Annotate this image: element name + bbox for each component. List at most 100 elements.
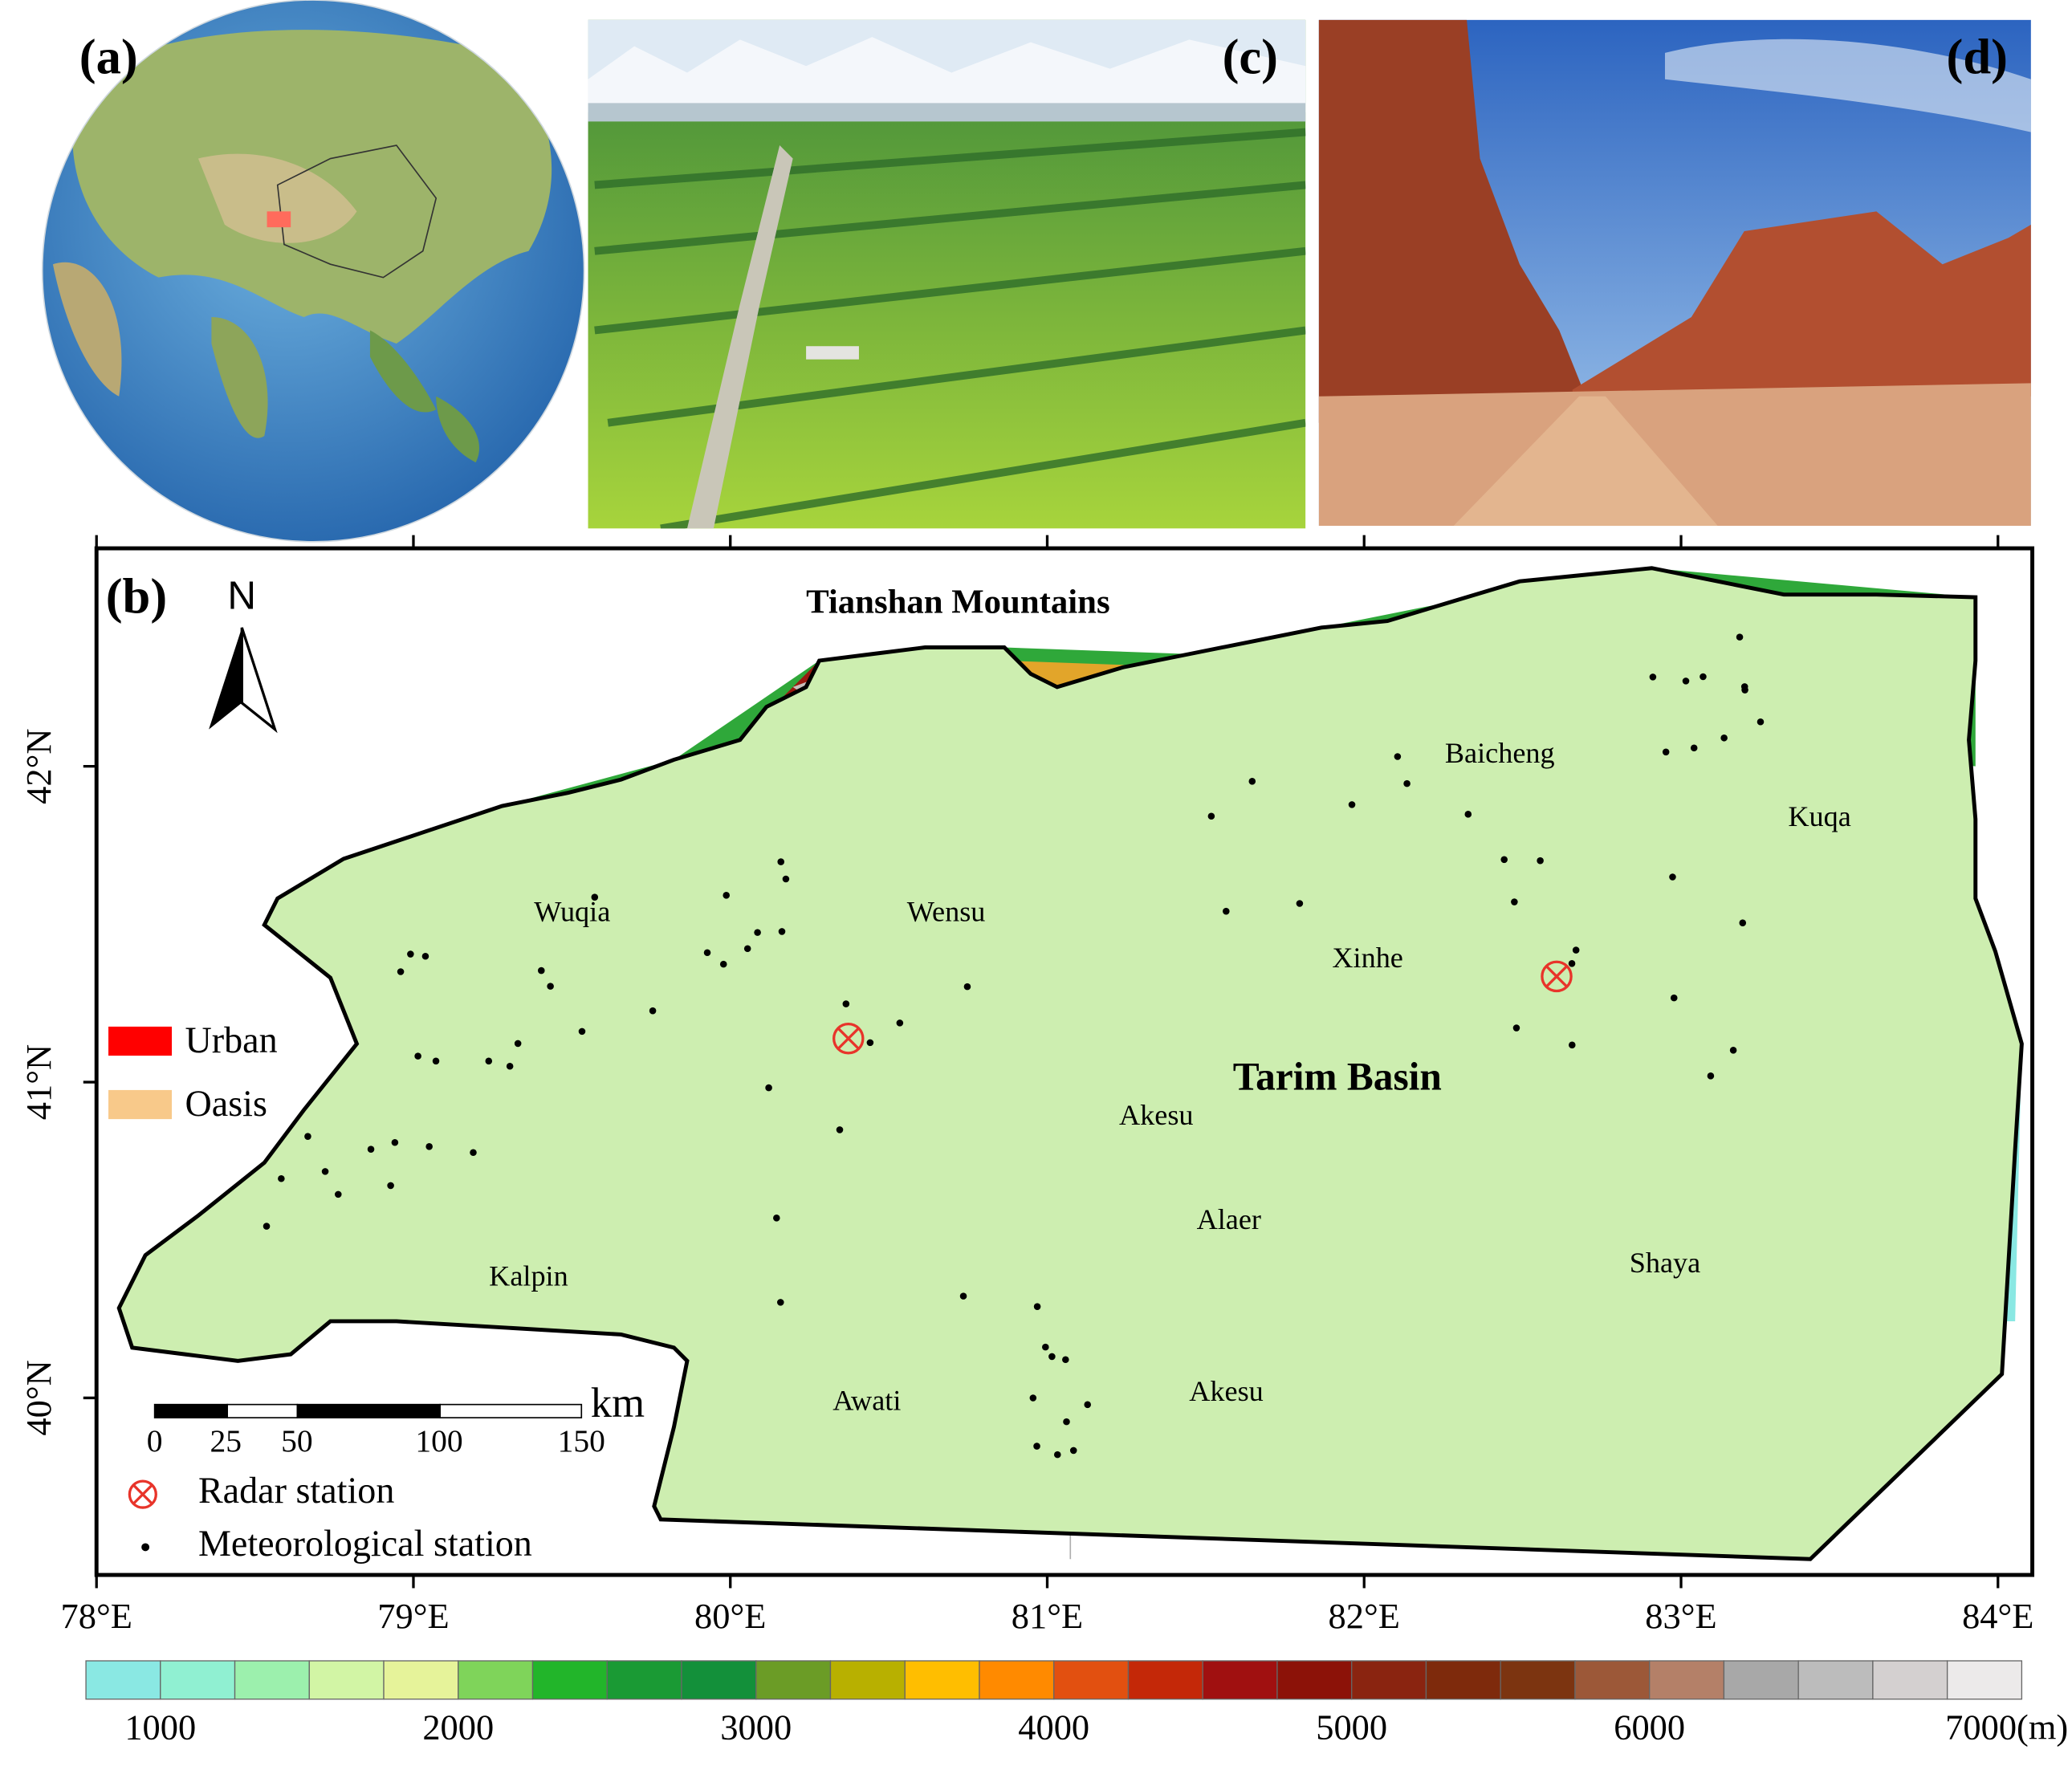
panel-label: (d) bbox=[1947, 29, 2008, 85]
mountains-label: Tianshan Mountains bbox=[806, 584, 1109, 621]
station-dot bbox=[1682, 678, 1690, 685]
colorbar-tick-label: 6000 bbox=[1614, 1707, 1685, 1747]
station-dot bbox=[391, 1138, 399, 1146]
station-dot bbox=[777, 1299, 784, 1306]
station-dot bbox=[1568, 960, 1576, 967]
station-dot bbox=[1248, 778, 1256, 785]
station-dot bbox=[506, 1062, 514, 1070]
station-dot bbox=[1700, 673, 1707, 681]
colorbar-cell bbox=[1425, 1660, 1501, 1700]
station-dot bbox=[963, 983, 971, 991]
station-dot bbox=[414, 1052, 421, 1060]
station-dot bbox=[1048, 1353, 1056, 1361]
station-dot bbox=[1720, 734, 1728, 742]
station-dot bbox=[1739, 919, 1747, 926]
station-dot bbox=[703, 949, 711, 957]
station-dot bbox=[1729, 1047, 1737, 1054]
colorbar-cell bbox=[1276, 1660, 1353, 1700]
place-label: Shaya bbox=[1630, 1247, 1700, 1279]
colorbar-cell bbox=[1202, 1660, 1278, 1700]
station-dot bbox=[470, 1149, 477, 1157]
y-tick-label: 40°N bbox=[18, 1360, 59, 1435]
globe bbox=[42, 0, 585, 543]
colorbar-tick-label: 7000(m) bbox=[1945, 1707, 2068, 1747]
station-dot bbox=[1662, 748, 1670, 756]
x-tick-label: 78°E bbox=[61, 1596, 132, 1636]
legend-swatch-urban bbox=[108, 1026, 173, 1056]
station-dot bbox=[1053, 1451, 1061, 1459]
station-dot bbox=[547, 983, 554, 990]
station-dot bbox=[1029, 1394, 1037, 1402]
station-dot bbox=[425, 1143, 433, 1150]
station-dot bbox=[1403, 779, 1411, 787]
legend-label: Urban bbox=[185, 1019, 277, 1060]
station-dot bbox=[1670, 994, 1678, 1002]
station-dot bbox=[407, 950, 414, 958]
station-dot bbox=[1649, 673, 1657, 681]
legend-swatch-oasis bbox=[108, 1089, 173, 1120]
station-dot bbox=[367, 1145, 375, 1153]
station-dot bbox=[1394, 753, 1402, 760]
colorbar-cell bbox=[979, 1660, 1055, 1700]
colorbar-cell bbox=[1797, 1660, 1874, 1700]
colorbar-cell bbox=[85, 1660, 161, 1700]
place-label: Baicheng bbox=[1445, 737, 1555, 769]
place-label: Akesu bbox=[1189, 1375, 1264, 1407]
station-dot bbox=[387, 1182, 394, 1190]
colorbar-cell bbox=[160, 1660, 236, 1700]
station-dot bbox=[1296, 900, 1304, 907]
x-tick-label: 82°E bbox=[1329, 1596, 1400, 1636]
station-dot bbox=[278, 1174, 285, 1182]
met-symbol bbox=[141, 1543, 150, 1552]
station-dot bbox=[1223, 907, 1230, 915]
panel-label: (a) bbox=[79, 29, 138, 85]
scale-tick-label: 50 bbox=[281, 1423, 313, 1459]
station-dot bbox=[263, 1223, 271, 1230]
station-dot bbox=[743, 945, 751, 953]
colorbar-cell bbox=[234, 1660, 310, 1700]
place-label: Alaer bbox=[1197, 1203, 1261, 1235]
colorbar-cell bbox=[904, 1660, 980, 1700]
colorbar-cell bbox=[606, 1660, 682, 1700]
scale-tick-label: 25 bbox=[210, 1423, 242, 1459]
colorbar-cell bbox=[1649, 1660, 1725, 1700]
station-dot bbox=[1569, 1041, 1576, 1049]
photo-oasis bbox=[588, 19, 1306, 529]
station-dot bbox=[719, 960, 727, 968]
y-tick-label: 41°N bbox=[18, 1044, 59, 1120]
colorbar-tick-label: 1000 bbox=[124, 1707, 196, 1747]
station-dot bbox=[538, 966, 545, 975]
colorbar-cell bbox=[1574, 1660, 1651, 1700]
place-label: Wensu bbox=[907, 895, 986, 927]
colorbar-cell bbox=[1946, 1660, 2023, 1700]
north-label: N bbox=[227, 574, 256, 618]
station-dot bbox=[1033, 1303, 1041, 1310]
station-dot bbox=[1042, 1343, 1049, 1351]
colorbar-tick-label: 4000 bbox=[1018, 1707, 1089, 1747]
station-dot bbox=[959, 1292, 967, 1300]
station-dot bbox=[1511, 898, 1518, 905]
station-dot bbox=[1500, 856, 1508, 864]
photo-canyon bbox=[1318, 19, 2031, 527]
station-dot bbox=[723, 892, 731, 899]
colorbar-tick-label: 5000 bbox=[1316, 1707, 1387, 1747]
station-dot bbox=[773, 1215, 780, 1222]
legend-label: Meteorological station bbox=[198, 1523, 532, 1564]
station-dot bbox=[782, 875, 790, 883]
station-dot bbox=[649, 1007, 657, 1015]
station-dot bbox=[304, 1133, 311, 1140]
station-dot bbox=[1084, 1401, 1092, 1409]
station-dot bbox=[321, 1168, 329, 1175]
legend-label: Oasis bbox=[185, 1083, 267, 1124]
station-dot bbox=[1464, 811, 1472, 818]
station-dot bbox=[765, 1084, 772, 1092]
station-dot bbox=[1707, 1072, 1715, 1080]
station-dot bbox=[335, 1190, 342, 1198]
colorbar-cell bbox=[308, 1660, 385, 1700]
scale-tick-label: 100 bbox=[415, 1423, 462, 1459]
scale-unit: km bbox=[591, 1380, 645, 1426]
station-dot bbox=[1736, 633, 1744, 641]
station-dot bbox=[1069, 1447, 1077, 1455]
